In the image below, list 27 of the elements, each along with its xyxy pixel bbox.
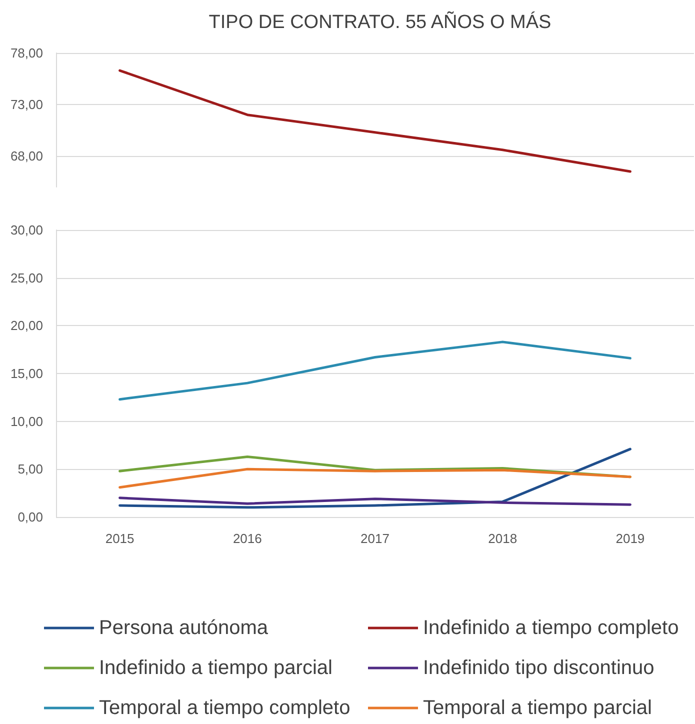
- legend-label: Persona autónoma: [99, 617, 269, 639]
- x-tick-label: 2017: [360, 531, 390, 546]
- y-tick-label: 15,00: [10, 366, 43, 381]
- y-tick-label: 20,00: [10, 318, 43, 334]
- x-tick-label: 2016: [232, 531, 262, 546]
- x-tick-label: 2018: [488, 531, 518, 546]
- chart-title: TIPO DE CONTRATO. 55 AÑOS O MÁS: [208, 11, 552, 33]
- legend-label: Temporal a tiempo parcial: [423, 697, 652, 719]
- legend-label: Indefinido a tiempo parcial: [99, 657, 332, 679]
- line-series: [118, 468, 632, 489]
- x-tick-label: 2019: [616, 531, 645, 546]
- y-tick-label: 68,00: [10, 148, 43, 164]
- line-series: [118, 448, 632, 509]
- legend-label: Indefinido a tiempo completo: [423, 617, 679, 639]
- y-tick-label: 10,00: [10, 414, 43, 429]
- x-tick-label: 2015: [105, 531, 134, 546]
- y-tick-label: 73,00: [10, 97, 43, 112]
- line-series: [118, 69, 632, 173]
- y-tick-label: 0,00: [18, 510, 43, 524]
- y-tick-label: 30,00: [10, 222, 43, 238]
- line-series: [118, 496, 632, 506]
- y-tick-label: 25,00: [10, 270, 43, 286]
- legend-label: Indefinido tipo discontinuo: [423, 657, 654, 679]
- legend-label: Temporal a tiempo completo: [99, 697, 350, 719]
- y-tick-label: 78,00: [10, 46, 43, 60]
- y-tick-label: 5,00: [18, 462, 43, 477]
- line-series: [118, 340, 632, 401]
